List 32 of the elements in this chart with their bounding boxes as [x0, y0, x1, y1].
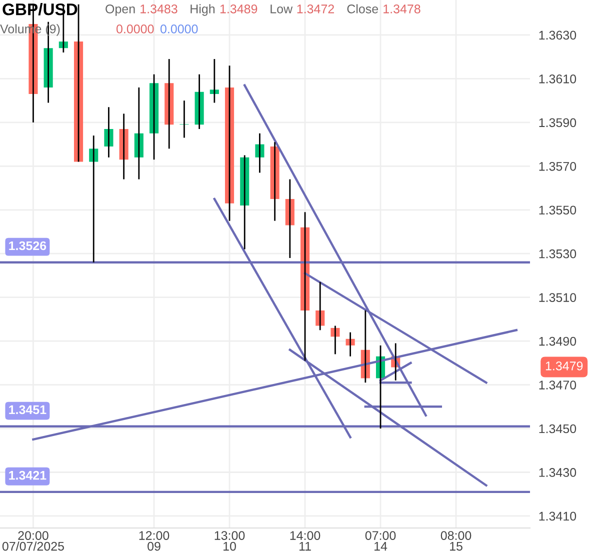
y-tick-label: 1.3510	[539, 293, 576, 302]
y-tick-label: 1.3630	[539, 30, 576, 40]
ref-line-label: 1.3451	[9, 405, 46, 414]
annotation: 0.0000	[160, 24, 198, 34]
y-tick-label: 1.3550	[539, 206, 576, 215]
x-tick-label: 12:00 09	[139, 531, 170, 551]
x-tick-label: 08:00 15	[440, 531, 472, 551]
y-tick-label: 1.3610	[539, 74, 576, 84]
annotation: Close	[347, 4, 378, 14]
y-tick-label: 1.3470	[539, 380, 576, 390]
annotation: 1.3472	[297, 4, 334, 14]
ref-line-label: 1.3421	[9, 470, 46, 480]
x-tick-label: 07:00 14	[365, 531, 396, 551]
x-tick-label: 14:00 11	[290, 531, 320, 551]
annotation: 1.3489	[220, 4, 258, 14]
y-tick-label: 1.3590	[539, 118, 576, 128]
annotation: Low	[270, 4, 293, 14]
x-tick-label: 13:00 10	[214, 531, 245, 551]
y-tick-label: 1.3430	[539, 468, 576, 477]
y-tick-label: 1.3410	[539, 512, 576, 521]
y-tick-label: 1.3530	[539, 249, 576, 258]
x-tick-label: 20:00 07/07/2025	[2, 531, 64, 551]
annotation: 1.3478	[384, 4, 420, 14]
y-tick-label: 1.3450	[539, 424, 576, 434]
annotation: High	[190, 4, 215, 16]
annotation: Open	[106, 4, 135, 16]
y-tick-label: 1.3570	[539, 162, 576, 171]
annotation: 0.0000	[116, 24, 154, 34]
annotation: 1.3483	[140, 4, 178, 14]
y-tick-label: 1.3490	[539, 336, 576, 346]
ref-line-label: 1.3526	[9, 241, 46, 250]
text: 1.3479	[546, 362, 583, 370]
